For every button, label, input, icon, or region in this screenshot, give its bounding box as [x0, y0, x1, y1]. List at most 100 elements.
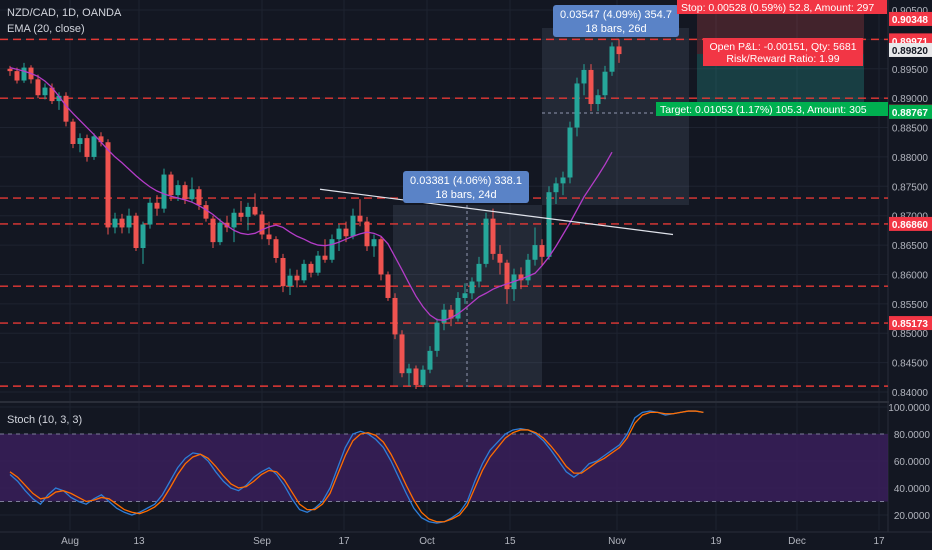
stoch-tick-label: 80.0000: [894, 430, 931, 441]
candle-down: [497, 253, 503, 263]
time-tick-label: Aug: [61, 536, 79, 547]
candle-down: [616, 46, 622, 55]
candle-down: [70, 121, 76, 144]
measure-callout-line2: 18 bars, 24d: [435, 189, 496, 201]
symbol-title[interactable]: NZD/CAD, 1D, OANDA: [7, 7, 122, 19]
candle-up: [371, 239, 377, 247]
price-tag-label: 0.89971: [892, 37, 929, 48]
candle-down: [490, 218, 496, 254]
price-tick-label: 0.88000: [892, 153, 929, 164]
price-tags: 0.903480.899830.899710.898200.887700.887…: [889, 11, 932, 331]
candle-up: [175, 185, 181, 196]
target-label-bg: [656, 102, 888, 116]
candlestick-series: [7, 39, 622, 390]
candle-down: [35, 79, 41, 96]
measure-box-2[interactable]: [542, 28, 689, 205]
candle-down: [182, 185, 188, 200]
trendline-resistance[interactable]: [319, 188, 674, 236]
candle-up: [532, 245, 538, 260]
measure-callout-line1: 0.03381 (4.06%) 338.1: [410, 175, 522, 187]
time-tick-label: 17: [338, 536, 350, 547]
candle-down: [84, 138, 90, 157]
stoch-tick-label: 20.0000: [894, 511, 931, 522]
ema-legend[interactable]: EMA (20, close): [7, 23, 85, 35]
candle-down: [133, 215, 139, 249]
candle-down: [273, 239, 279, 259]
measure-callout-bg: [553, 5, 679, 37]
candle-up: [189, 189, 195, 200]
candle-up: [441, 309, 447, 323]
price-tag-bg: [889, 216, 932, 231]
candle-down: [364, 221, 370, 247]
candle-up: [455, 297, 461, 319]
candle-down: [413, 368, 419, 385]
candle-up: [112, 218, 118, 228]
stoch-axis[interactable]: 100.0000 80.0000 60.0000 40.0000 20.0000: [888, 403, 930, 522]
price-tick-label: 0.90500: [892, 6, 929, 17]
candle-down: [518, 274, 524, 281]
candle-up: [91, 136, 97, 157]
time-tick-label: 13: [133, 536, 145, 547]
candle-up: [469, 281, 475, 294]
stop-label: Stop: 0.00528 (0.59%) 52.8, Amount: 297: [681, 2, 874, 14]
candle-up: [231, 212, 237, 228]
price-tick-label: 0.84000: [892, 388, 929, 399]
price-tag-label: 0.85173: [892, 319, 929, 330]
trendline[interactable]: [319, 188, 674, 236]
candle-down: [539, 245, 545, 257]
position-labels: Stop: 0.00528 (0.59%) 52.8, Amount: 297 O…: [656, 0, 888, 116]
price-tag-bg: [889, 42, 932, 57]
stoch-d-line: [9, 410, 704, 523]
candle-up: [462, 293, 468, 298]
price-tick-label: 0.87500: [892, 182, 929, 193]
time-axis[interactable]: Aug 13 Sep 17 Oct 15 Nov 19 Dec 17: [0, 531, 932, 547]
candle-down: [196, 189, 202, 206]
risk-reward-label: Risk/Reward Ratio: 1.99: [726, 53, 839, 65]
candle-up: [147, 202, 153, 225]
candle-down: [7, 68, 13, 72]
candle-down: [294, 275, 300, 281]
candle-up: [525, 259, 531, 281]
price-tick-label: 0.86000: [892, 270, 929, 281]
candle-up: [574, 83, 580, 128]
candle-up: [315, 255, 321, 273]
candle-up: [56, 95, 62, 102]
price-axis[interactable]: 0.905000.900000.895000.890000.885000.880…: [889, 0, 932, 532]
candle-up: [602, 71, 608, 96]
candle-down: [322, 255, 328, 260]
candle-down: [154, 202, 160, 209]
candle-up: [126, 215, 132, 228]
price-tick-label: 0.88500: [892, 124, 929, 135]
candle-down: [14, 71, 20, 81]
candle-down: [203, 205, 209, 219]
stop-label-bg: [677, 0, 887, 14]
price-axis-bg: [889, 0, 932, 532]
candle-down: [119, 218, 125, 228]
candle-up: [581, 69, 587, 84]
price-tick-label: 0.86500: [892, 241, 929, 252]
candle-up: [161, 174, 167, 209]
measure-callout-line1: 0.03547 (4.09%) 354.7: [560, 9, 672, 21]
candle-down: [399, 334, 405, 374]
time-tick-label: Nov: [608, 536, 626, 547]
time-tick-label: 19: [710, 536, 722, 547]
candle-up: [567, 127, 573, 178]
candle-up: [287, 275, 293, 287]
ema-line: [9, 66, 613, 321]
open-pl-label: Open P&L: -0.00151, Qty: 5681: [709, 41, 856, 53]
stoch-k-line: [9, 410, 704, 524]
candle-up: [77, 138, 83, 144]
candle-down: [168, 174, 174, 196]
candle-up: [245, 206, 251, 217]
price-tag-label: 0.89820: [892, 46, 929, 57]
legend: NZD/CAD, 1D, OANDA EMA (20, close) Stoch…: [7, 7, 122, 426]
stochastic-pane: [0, 410, 888, 524]
candle-down: [105, 142, 111, 228]
stoch-band: [0, 434, 888, 502]
price-tick-label: 0.89000: [892, 94, 929, 105]
pl-label-bg: [703, 38, 863, 66]
candle-up: [476, 263, 482, 282]
candle-up: [546, 192, 552, 257]
stoch-legend[interactable]: Stoch (10, 3, 3): [7, 414, 82, 426]
